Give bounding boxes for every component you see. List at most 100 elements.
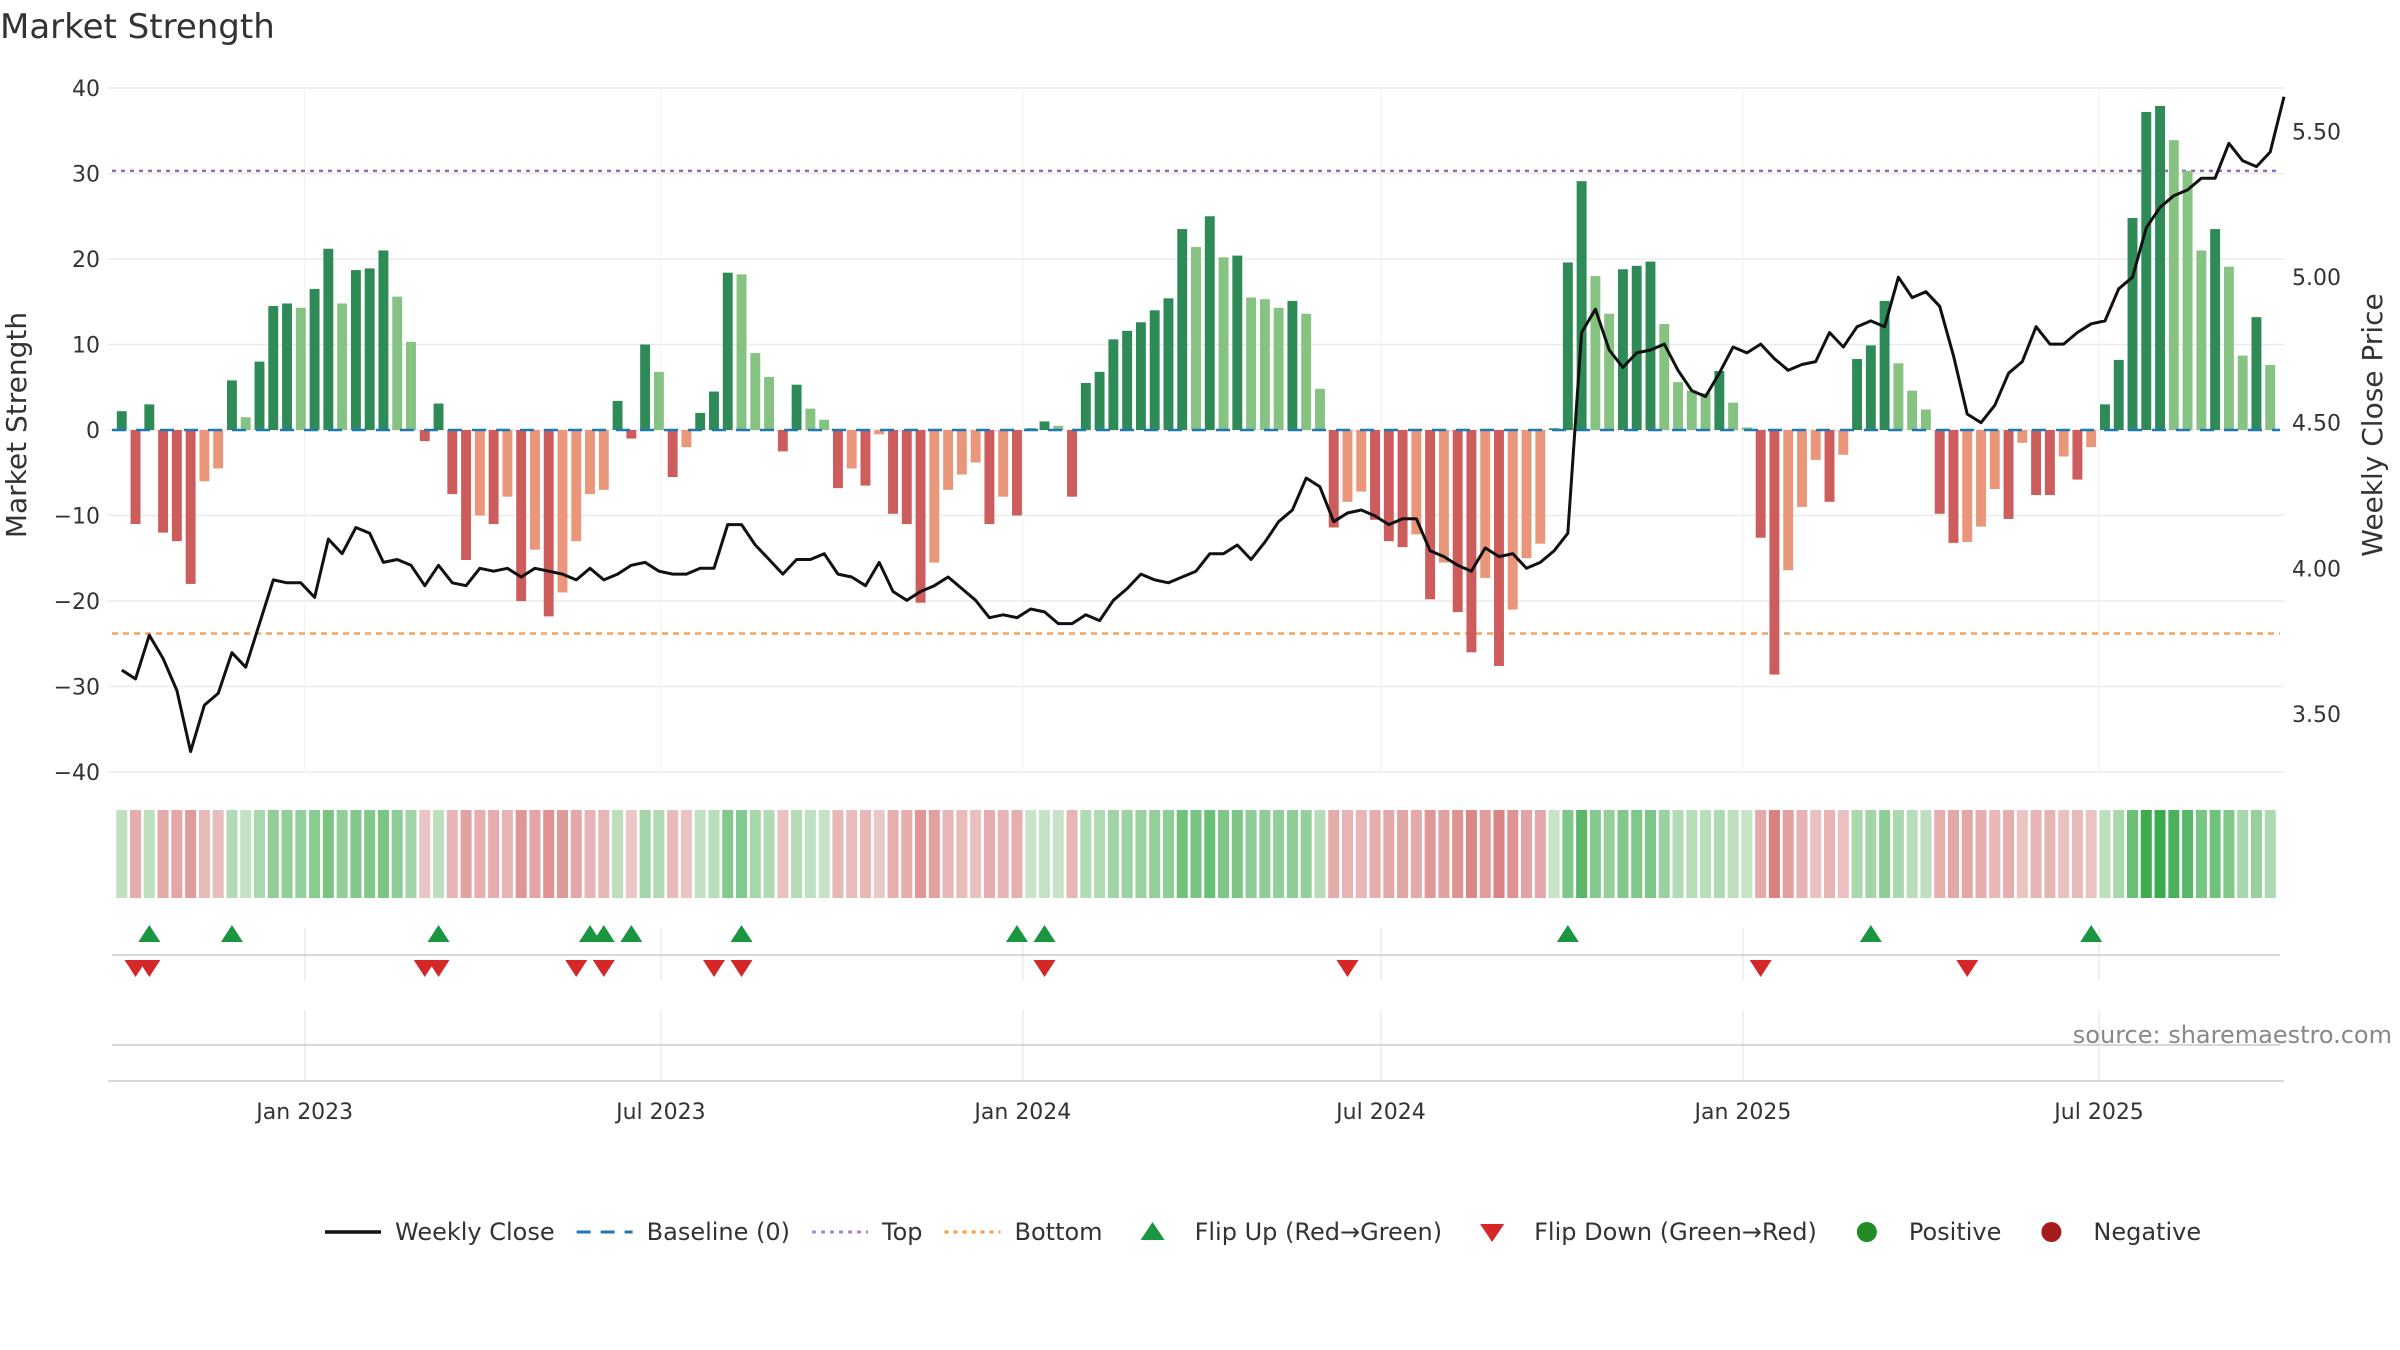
heat-strip-cell xyxy=(1507,810,1519,898)
strength-bar xyxy=(1259,299,1270,430)
strength-bar xyxy=(943,430,954,490)
legend-item: Flip Down (Green→Red) xyxy=(1480,1218,1817,1246)
y-tick-label: 0 xyxy=(86,419,100,444)
x-tick-label: Jan 2024 xyxy=(972,1100,1071,1125)
strength-bar xyxy=(1810,430,1821,460)
strength-bar xyxy=(2182,170,2193,430)
heat-strip-cell xyxy=(1658,810,1670,898)
heat-strip-cell xyxy=(2140,810,2152,898)
flip-down-marker xyxy=(1749,960,1772,977)
heat-strip-cell xyxy=(1920,810,1932,898)
strength-bar xyxy=(1191,247,1201,430)
strength-bar xyxy=(1411,430,1422,535)
strength-bar xyxy=(1356,430,1367,492)
heat-strip-cell xyxy=(1314,810,1326,898)
flip-down-marker xyxy=(427,960,450,977)
heat-strip-cell xyxy=(1273,810,1285,898)
strength-bars xyxy=(116,105,2276,675)
strength-bar xyxy=(1122,330,1133,430)
heat-strip-cell xyxy=(1479,810,1491,898)
reference-lines xyxy=(112,169,2280,635)
strength-bar xyxy=(1287,300,1298,430)
heat-strip-cell xyxy=(694,810,706,898)
heat-strip-cell xyxy=(1094,810,1106,898)
heat-strip-cell xyxy=(2264,810,2276,898)
x-tick-label: Jul 2023 xyxy=(614,1100,706,1125)
right-axis-ticks: 5.50 5.00 4.50 4.00 3.50 xyxy=(2292,121,2341,728)
y2-tick-label: 3.50 xyxy=(2292,703,2341,728)
strength-bar xyxy=(1535,430,1546,544)
strength-bar xyxy=(1659,323,1670,430)
heat-strip-cell xyxy=(240,810,252,898)
heat-strip-cell xyxy=(1493,810,1505,898)
legend-label: Bottom xyxy=(1015,1218,1103,1246)
y2-tick-label: 5.50 xyxy=(2292,121,2341,146)
strength-bar xyxy=(1962,430,1973,543)
y-tick-label: 20 xyxy=(72,248,100,273)
x-axis-ticks: Jan 2023 Jul 2023 Jan 2024 Jul 2024 Jan 2025… xyxy=(254,1100,2144,1125)
heat-strip-cell xyxy=(2113,810,2125,898)
strength-bar xyxy=(1617,269,1628,430)
heat-strip-cell xyxy=(1218,810,1230,898)
legend-label: Top xyxy=(881,1218,923,1246)
flip-up-marker xyxy=(1033,925,1056,942)
heat-strip-cell xyxy=(1603,810,1615,898)
y2-tick-label: 4.00 xyxy=(2292,557,2341,582)
heat-strip-cell xyxy=(419,810,431,898)
strength-bar xyxy=(2113,359,2124,430)
heat-strip-cell xyxy=(736,810,748,898)
heat-strip-cell xyxy=(1644,810,1656,898)
legend-item: Bottom xyxy=(944,1218,1103,1246)
legend-flip-up-icon xyxy=(1140,1222,1165,1240)
y2-tick-label: 4.50 xyxy=(2292,412,2341,437)
strength-bar xyxy=(791,384,802,430)
heat-strip-cell xyxy=(956,810,968,898)
strength-bar xyxy=(1218,257,1229,430)
flip-panel-grid xyxy=(304,928,2100,980)
heat-strip-cell xyxy=(1768,810,1780,898)
strength-bar xyxy=(2044,430,2055,495)
strength-bar xyxy=(1783,430,1794,571)
heat-strip-cell xyxy=(722,810,734,898)
heat-strip-cell xyxy=(1562,810,1574,898)
heat-strip-cell xyxy=(377,810,389,898)
strength-bar xyxy=(130,430,141,525)
strength-bar xyxy=(585,430,595,495)
main-panel: 40 30 20 10 0 −10 −20 −30 −40 5.50 5.00 4.50 4.00 3.… xyxy=(0,77,2389,786)
heat-strip-cell xyxy=(1879,810,1891,898)
heat-strip-cell xyxy=(1975,810,1987,898)
heat-strip-cell xyxy=(625,810,637,898)
strength-bar xyxy=(1907,390,1918,430)
strength-bar xyxy=(1425,430,1436,600)
heat-strip-cell xyxy=(763,810,775,898)
flip-down-marker xyxy=(1033,960,1056,977)
legend-item: Top xyxy=(812,1218,923,1246)
strength-bar xyxy=(1452,430,1463,613)
y-tick-label: −40 xyxy=(54,761,100,786)
strength-bar xyxy=(268,306,279,430)
heat-strip-cell xyxy=(1355,810,1367,898)
strength-bar xyxy=(640,344,651,430)
heat-strip-cell xyxy=(1989,810,2001,898)
heat-strip-cell xyxy=(309,810,321,898)
heat-strip-cell xyxy=(198,810,210,898)
heat-strip-cell xyxy=(680,810,692,898)
strength-bar xyxy=(1879,300,1890,430)
heat-strip-cell xyxy=(1383,810,1395,898)
heat-strip-cell xyxy=(1906,810,1918,898)
heat-strip-cell xyxy=(1080,810,1092,898)
heat-strip-cell xyxy=(791,810,803,898)
heat-strip-cell xyxy=(1810,810,1822,898)
y-tick-label: 10 xyxy=(72,334,100,359)
strength-bar xyxy=(116,411,127,430)
heat-strip-cell xyxy=(749,810,761,898)
strength-bar xyxy=(805,408,816,430)
heat-strip-cell xyxy=(1259,810,1271,898)
heat-strip-cell xyxy=(1465,810,1477,898)
strength-bar xyxy=(406,341,416,430)
heat-strip-cell xyxy=(336,810,348,898)
strength-bar xyxy=(571,430,582,542)
heat-strip-cell xyxy=(1328,810,1340,898)
strength-bar xyxy=(1438,430,1449,563)
heat-strip-cell xyxy=(1892,810,1904,898)
